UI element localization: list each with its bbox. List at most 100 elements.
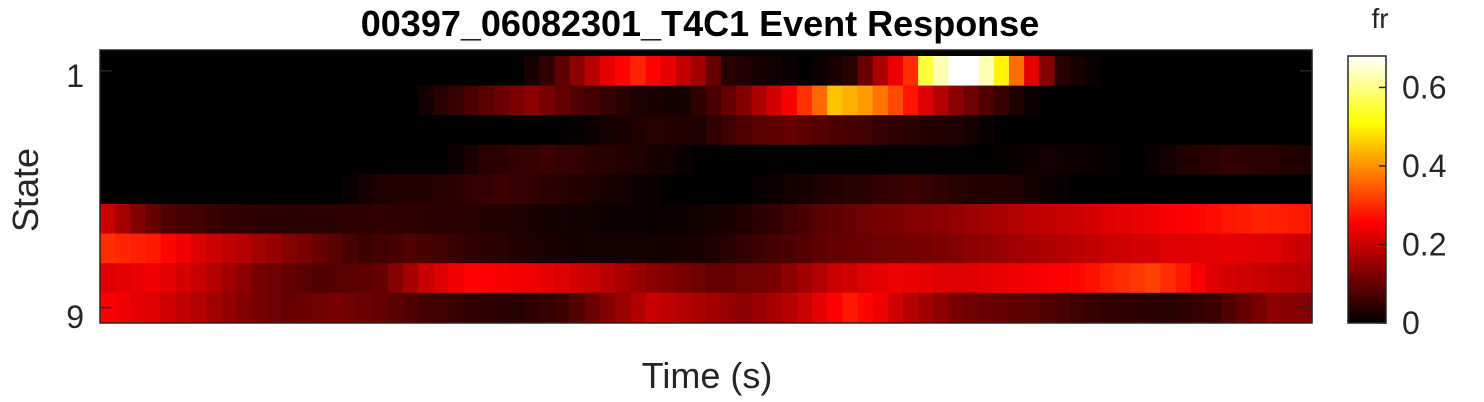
heatmap-cell	[266, 56, 283, 87]
heatmap-cell	[100, 115, 116, 146]
heatmap-cell	[872, 56, 889, 87]
heatmap-cell	[221, 292, 237, 323]
heatmap-cell	[1296, 115, 1313, 146]
heatmap-cell	[993, 292, 1010, 323]
heatmap-cell	[721, 85, 737, 116]
heatmap-cell	[296, 233, 313, 264]
heatmap-cell	[312, 56, 328, 87]
heatmap-cell	[751, 85, 768, 116]
heatmap-cell	[509, 85, 525, 116]
heatmap-cell	[281, 85, 298, 116]
heatmap-cell	[1145, 115, 1162, 146]
heatmap-cell	[736, 144, 753, 175]
heatmap-cell	[1175, 233, 1192, 264]
heatmap-cell	[372, 144, 389, 175]
heatmap-cell	[721, 292, 737, 323]
heatmap-cell	[1160, 233, 1177, 264]
heatmap-cell	[1296, 204, 1313, 235]
heatmap-cell	[221, 56, 237, 87]
heatmap-cell	[1069, 56, 1086, 87]
heatmap-cell	[842, 85, 859, 116]
heatmap-cell	[1221, 174, 1237, 205]
heatmap-cell	[403, 115, 419, 146]
heatmap-cell	[493, 144, 510, 175]
heatmap-cell	[736, 56, 753, 87]
heatmap-cell	[721, 263, 737, 294]
heatmap-cell	[1296, 144, 1313, 175]
heatmap-cell	[872, 174, 889, 205]
heatmap-cell	[145, 263, 162, 294]
heatmap-cell	[887, 292, 904, 323]
heatmap-cell	[796, 292, 813, 323]
heatmap-cell	[115, 56, 131, 87]
heatmap-cell	[387, 204, 404, 235]
heatmap-cell	[509, 263, 525, 294]
heatmap-cell	[403, 263, 419, 294]
heatmap-cell	[327, 204, 343, 235]
heatmap-cell	[630, 85, 646, 116]
heatmap-cell	[1054, 233, 1071, 264]
heatmap-cell	[175, 263, 192, 294]
colorbar-tick-label: 0.4	[1402, 148, 1446, 184]
heatmap-cell	[978, 263, 995, 294]
heatmap-cell	[327, 263, 343, 294]
heatmap-cell	[766, 174, 783, 205]
heatmap-cell	[1130, 56, 1146, 87]
heatmap-cell	[1099, 56, 1116, 87]
heatmap-cell	[751, 233, 768, 264]
heatmap-cell	[751, 292, 768, 323]
heatmap-cell	[403, 56, 419, 87]
heatmap-cell	[978, 115, 995, 146]
heatmap-cell	[1175, 144, 1192, 175]
heatmap-cell	[312, 174, 328, 205]
heatmap-cell	[1084, 292, 1101, 323]
heatmap-cell	[569, 174, 586, 205]
heatmap-cell	[1251, 115, 1268, 146]
colorbar-tick-label: 0.6	[1402, 69, 1446, 105]
heatmap-cell	[721, 204, 737, 235]
heatmap-cell	[872, 85, 889, 116]
heatmap-cell	[978, 292, 995, 323]
heatmap-cell	[1099, 233, 1116, 264]
heatmap-cell	[130, 292, 147, 323]
heatmap-cell	[463, 85, 480, 116]
heatmap-cell	[766, 292, 783, 323]
heatmap-cell	[918, 115, 934, 146]
heatmap-cell	[1069, 263, 1086, 294]
heatmap-cell	[236, 233, 253, 264]
heatmap-cell	[1266, 233, 1283, 264]
heatmap-cell	[418, 263, 434, 294]
heatmap-cell	[1251, 204, 1268, 235]
heatmap-cell	[993, 204, 1010, 235]
heatmap-cell	[1175, 204, 1192, 235]
heatmap-cell	[403, 174, 419, 205]
heatmap-cell	[660, 292, 677, 323]
heatmap-cell	[1069, 144, 1086, 175]
heatmap-cell	[312, 204, 328, 235]
heatmap-cell	[948, 263, 965, 294]
heatmap-cell	[887, 204, 904, 235]
heatmap-cell	[842, 204, 859, 235]
heatmap-cell	[478, 56, 495, 87]
heatmap-cell	[1039, 292, 1056, 323]
heatmap-cell	[524, 204, 540, 235]
heatmap-cell	[736, 85, 753, 116]
heatmap-cell	[1115, 56, 1131, 87]
heatmap-cell	[569, 115, 586, 146]
heatmap-cell	[1084, 85, 1101, 116]
heatmap-cell	[115, 263, 131, 294]
heatmap-cell	[812, 174, 828, 205]
heatmap-cell	[902, 292, 919, 323]
heatmap-cell	[433, 233, 450, 264]
heatmap-cell	[327, 56, 343, 87]
heatmap-cell	[796, 115, 813, 146]
heatmap-cell	[827, 174, 843, 205]
heatmap-cell	[978, 204, 995, 235]
heatmap-cell	[766, 56, 783, 87]
heatmap-cell	[948, 144, 965, 175]
heatmap-cell	[978, 144, 995, 175]
heatmap-cell	[887, 233, 904, 264]
heatmap-cell	[266, 263, 283, 294]
heatmap-cell	[357, 56, 374, 87]
